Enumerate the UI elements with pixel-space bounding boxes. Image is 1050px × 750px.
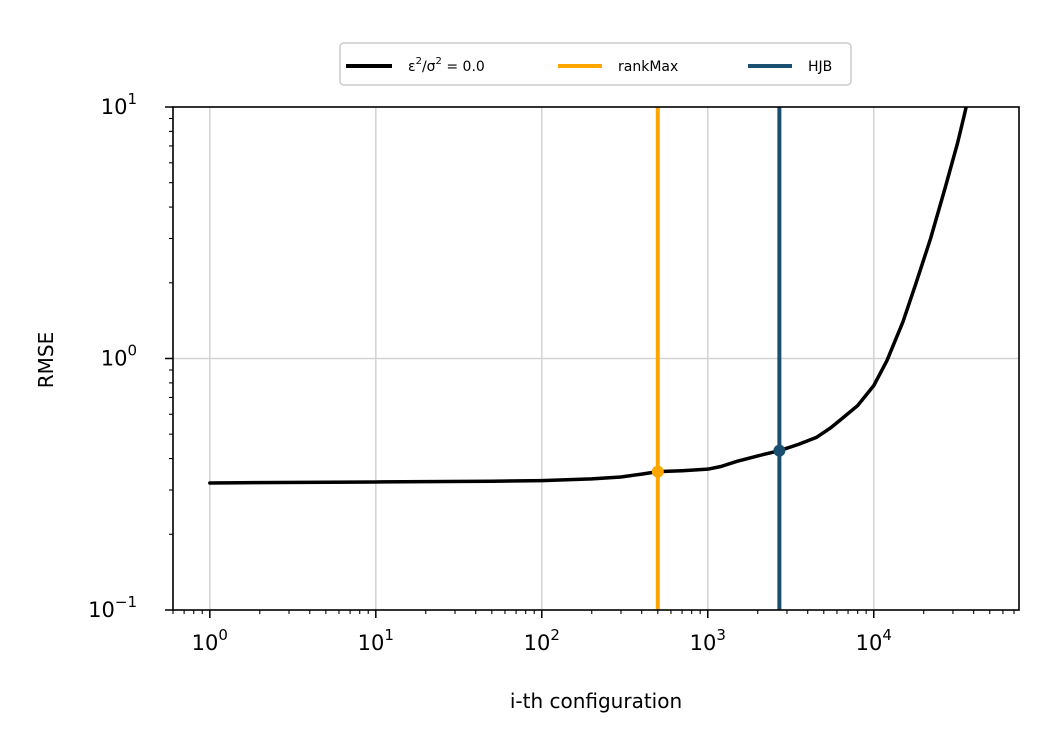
series-layer [208,107,968,610]
x-tick-label-exp: 4 [882,626,892,644]
y-tick-label-base: 10 [101,95,128,119]
intersection-markers [651,444,786,478]
y-tick-label: 100 [101,342,137,371]
x-tick-label: 103 [690,626,726,655]
axis-ticks [165,106,1015,618]
legend-label-rankmax: rankMax [618,59,678,75]
x-tick-label-base: 10 [192,631,219,655]
y-tick-label: 101 [101,90,137,119]
y-tick-label-exp: 0 [127,342,137,360]
legend-label-epsilon: ε2/σ2 = 0.0 [408,56,485,75]
y-axis-label: RMSE [34,332,58,388]
y-tick-label: 10−1 [88,593,137,622]
y-tick-label-base: 10 [88,598,115,622]
x-tick-label-exp: 3 [716,626,726,644]
series-line-epsilon [208,107,968,485]
marker-rankmax [651,465,664,478]
x-axis-label: i-th configuration [510,689,682,713]
grid-lines [173,107,1019,610]
x-tick-label-exp: 2 [550,626,560,644]
x-tick-label-base: 10 [358,631,385,655]
legend-label-hjb: HJB [808,59,832,75]
x-tick-label-base: 10 [524,631,551,655]
y-tick-label-exp: −1 [115,593,137,611]
y-tick-label-exp: 1 [127,90,137,108]
x-tick-label: 100 [192,626,228,655]
x-tick-label-base: 10 [856,631,883,655]
x-tick-label-exp: 1 [384,626,394,644]
x-tick-label: 101 [358,626,394,655]
legend: ε2/σ2 = 0.0 rankMax HJB [339,42,852,86]
x-tick-label: 102 [524,626,560,655]
marker-hjb [773,444,786,457]
x-tick-label-base: 10 [690,631,717,655]
y-tick-label-base: 10 [101,347,128,371]
x-tick-label: 104 [856,626,892,655]
x-tick-label-exp: 0 [218,626,228,644]
